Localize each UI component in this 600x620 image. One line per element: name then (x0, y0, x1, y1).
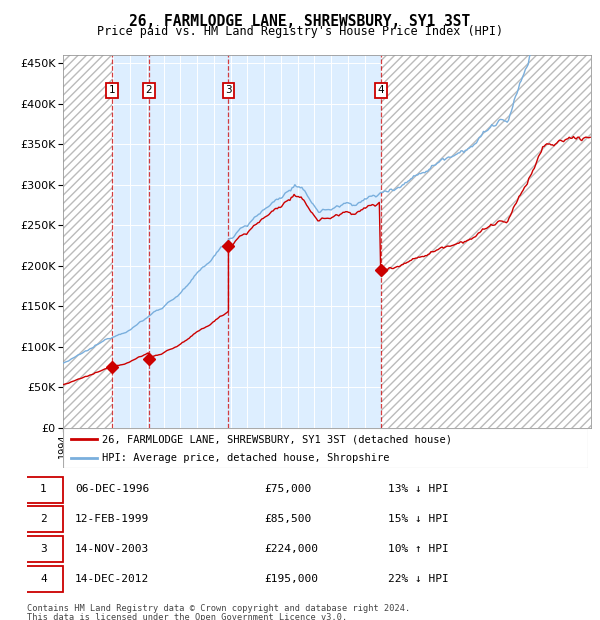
Text: 1: 1 (40, 484, 47, 494)
Text: 12-FEB-1999: 12-FEB-1999 (75, 514, 149, 524)
FancyBboxPatch shape (24, 477, 62, 503)
FancyBboxPatch shape (24, 536, 62, 562)
FancyBboxPatch shape (24, 566, 62, 592)
Text: 4: 4 (40, 574, 47, 584)
Text: 4: 4 (377, 86, 384, 95)
Text: £224,000: £224,000 (264, 544, 318, 554)
Text: 1: 1 (109, 86, 115, 95)
Bar (380, 55, 591, 428)
Text: £195,000: £195,000 (264, 574, 318, 584)
Text: Price paid vs. HM Land Registry's House Price Index (HPI): Price paid vs. HM Land Registry's House … (97, 25, 503, 38)
Text: 22% ↓ HPI: 22% ↓ HPI (388, 574, 449, 584)
Text: 3: 3 (40, 544, 47, 554)
Text: 10% ↑ HPI: 10% ↑ HPI (388, 544, 449, 554)
Text: £75,000: £75,000 (264, 484, 311, 494)
Text: 14-NOV-2003: 14-NOV-2003 (75, 544, 149, 554)
Text: 2: 2 (146, 86, 152, 95)
FancyBboxPatch shape (63, 428, 588, 468)
Text: 2: 2 (40, 514, 47, 524)
Text: 14-DEC-2012: 14-DEC-2012 (75, 574, 149, 584)
Bar (63, 55, 112, 428)
Text: HPI: Average price, detached house, Shropshire: HPI: Average price, detached house, Shro… (103, 453, 390, 463)
Text: 06-DEC-1996: 06-DEC-1996 (75, 484, 149, 494)
Text: £85,500: £85,500 (264, 514, 311, 524)
Text: 26, FARMLODGE LANE, SHREWSBURY, SY1 3ST: 26, FARMLODGE LANE, SHREWSBURY, SY1 3ST (130, 14, 470, 29)
Text: Contains HM Land Registry data © Crown copyright and database right 2024.: Contains HM Land Registry data © Crown c… (27, 604, 410, 613)
Text: 26, FARMLODGE LANE, SHREWSBURY, SY1 3ST (detached house): 26, FARMLODGE LANE, SHREWSBURY, SY1 3ST … (103, 434, 452, 444)
Text: This data is licensed under the Open Government Licence v3.0.: This data is licensed under the Open Gov… (27, 613, 347, 620)
Text: 13% ↓ HPI: 13% ↓ HPI (388, 484, 449, 494)
Text: 3: 3 (225, 86, 232, 95)
Text: 15% ↓ HPI: 15% ↓ HPI (388, 514, 449, 524)
FancyBboxPatch shape (24, 507, 62, 533)
